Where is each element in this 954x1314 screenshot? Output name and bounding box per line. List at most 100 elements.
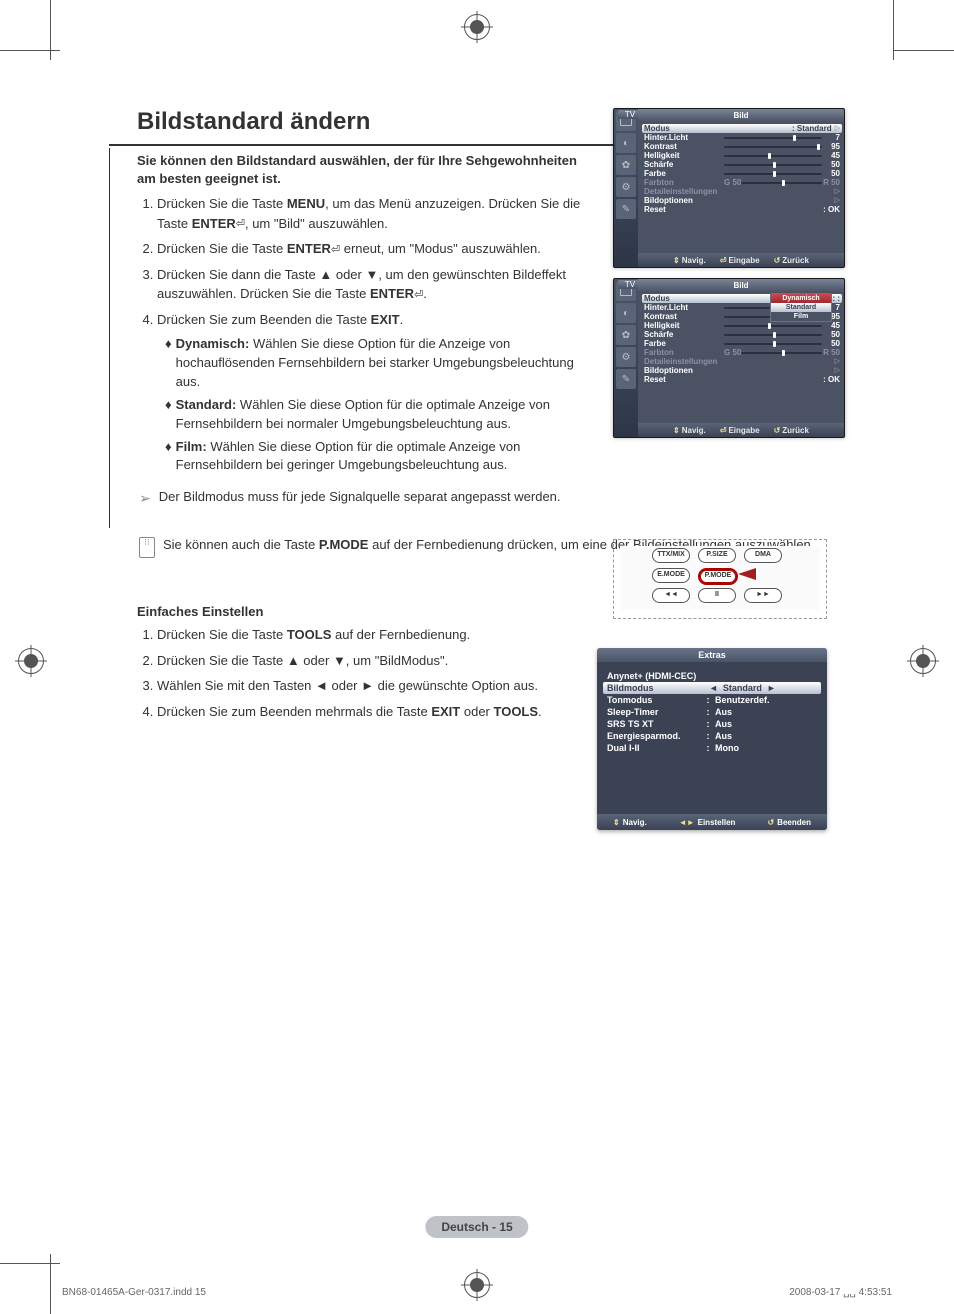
remote-btn-rew: ◄◄ <box>652 588 690 603</box>
osd-tab-icon: ⚙ <box>616 177 636 197</box>
extras-footer-hint: ↺Beenden <box>767 818 811 827</box>
osd-tab-icon: ✿ <box>616 325 636 345</box>
registration-mark <box>18 648 44 674</box>
step-item: Wählen Sie mit den Tasten ◄ oder ► die g… <box>157 676 597 696</box>
osd-setting-row: Detaileinstellungen▷ <box>644 187 840 196</box>
remote-icon: ⁝⁝ <box>139 537 155 558</box>
osd-tab-icon: ✎ <box>616 199 636 219</box>
osd-footer-hint: ⏎Eingabe <box>720 426 760 435</box>
steps-list: Drücken Sie die Taste MENU, um das Menü … <box>137 194 597 329</box>
osd-setting-row: Hinter.Licht7 <box>644 133 840 142</box>
osd-bild-screenshot-2: ◐ ✿ ⚙ ✎ TV Bild Modus: :Hinter.Licht7Kon… <box>613 278 845 436</box>
osd-tab-icons: ◐ ✿ ⚙ ✎ <box>614 109 638 267</box>
step-item: Drücken Sie die Taste TOOLS auf der Fern… <box>157 625 597 645</box>
note-text: Der Bildmodus muss für jede Signalquelle… <box>159 489 561 504</box>
remote-btn-ff: ►► <box>744 588 782 603</box>
manual-page: Bildstandard ändern Sie können den Bilds… <box>0 0 954 1314</box>
pointer-arrow-icon <box>738 568 756 580</box>
extras-row: Sleep-Timer:Aus <box>607 706 817 718</box>
crop-mark <box>0 50 60 51</box>
extras-row: Tonmodus:Benutzerdef. <box>607 694 817 706</box>
extras-row: Bildmodus◄ Standard ► <box>603 682 821 694</box>
osd-footer: ⇕Navig. ⏎Eingabe ↺Zurück <box>638 423 844 437</box>
osd-settings-list: Modus: Standard▷Hinter.Licht7Kontrast95H… <box>638 122 844 253</box>
mode-description-item: ♦Dynamisch: Wählen Sie diese Option für … <box>165 335 585 392</box>
osd-setting-row: Farbe50 <box>644 339 840 348</box>
step-item: Drücken Sie zum Beenden mehrmals die Tas… <box>157 702 597 722</box>
registration-mark <box>464 1272 490 1298</box>
remote-btn-pmode: P.MODE <box>698 568 738 585</box>
osd-tab-icon: ⚙ <box>616 347 636 367</box>
osd-setting-row: Bildoptionen▷ <box>644 366 840 375</box>
extras-title: Extras <box>597 648 827 662</box>
content-area: Bildstandard ändern Sie können den Bilds… <box>109 108 845 727</box>
remote-btn-ttxmix: TTX/MIX <box>652 548 690 563</box>
osd-setting-row: Modus: Standard▷ <box>642 124 842 133</box>
osd-setting-row: Reset: OK <box>644 375 840 384</box>
osd-title: Bild <box>638 279 844 292</box>
section-vertical-rule <box>109 148 110 528</box>
osd-footer-hint: ↺Zurück <box>774 426 809 435</box>
note-arrow-icon: ➢ <box>139 490 151 507</box>
osd-footer-hint: ⏎Eingabe <box>720 256 760 265</box>
steps-list-2: Drücken Sie die Taste TOOLS auf der Fern… <box>137 625 597 721</box>
osd-setting-row: Detaileinstellungen▷ <box>644 357 840 366</box>
osd-footer-hint: ↺Zurück <box>774 256 809 265</box>
registration-mark <box>464 14 490 40</box>
osd-setting-row: Farbe50 <box>644 169 840 178</box>
extras-footer-hint: ⇕Navig. <box>613 818 647 827</box>
registration-mark <box>910 648 936 674</box>
osd-tab-icon: ✎ <box>616 369 636 389</box>
extras-footer-hint: ◄►Einstellen <box>679 818 736 827</box>
osd-setting-row: FarbtonG 50R 50 <box>644 348 840 357</box>
mode-descriptions: ♦Dynamisch: Wählen Sie diese Option für … <box>165 335 585 475</box>
osd-setting-row: Schärfe50 <box>644 160 840 169</box>
step-item: Drücken Sie die Taste ENTER⏎ erneut, um … <box>157 239 597 259</box>
extras-row: Anynet+ (HDMI-CEC) <box>607 670 817 682</box>
osd-mode-dropdown: DynamischStandardFilm <box>770 293 832 322</box>
osd-dropdown-option: Film <box>771 312 831 321</box>
remote-btn-psize: P.SIZE <box>698 548 736 563</box>
osd-setting-row: Kontrast95 <box>644 142 840 151</box>
osd-footer: ⇕Navig. ⏎Eingabe ↺Zurück <box>638 253 844 267</box>
remote-diagram: TTX/MIX P.SIZE DMA E.MODE P.MODE ◄◄ II ►… <box>613 539 827 619</box>
remote-btn-emode: E.MODE <box>652 568 690 583</box>
footer-timestamp: 2008-03-17 ␣␣ 4:53:51 <box>789 1287 892 1298</box>
remote-btn-pause: II <box>698 588 736 603</box>
crop-mark <box>50 0 51 60</box>
osd-setting-row: Reset: OK <box>644 205 840 214</box>
extras-row: SRS TS XT:Aus <box>607 718 817 730</box>
osd-title: Bild <box>638 109 844 122</box>
osd-setting-row: Helligkeit45 <box>644 321 840 330</box>
mode-description-item: ♦Film: Wählen Sie diese Option für die o… <box>165 438 585 476</box>
remote-btn-dma: DMA <box>744 548 782 563</box>
osd-dropdown-option: Dynamisch <box>771 294 831 303</box>
step-item: Drücken Sie dann die Taste ▲ oder ▼, um … <box>157 265 597 304</box>
osd-bild-screenshot-1: ◐ ✿ ⚙ ✎ TV Bild Modus: Standard▷Hinter.L… <box>613 108 845 266</box>
note-signal-source: ➢ Der Bildmodus muss für jede Signalquel… <box>139 489 845 507</box>
osd-extras-screenshot: Extras Anynet+ (HDMI-CEC)Bildmodus◄ Stan… <box>597 648 827 830</box>
osd-setting-row: Schärfe50 <box>644 330 840 339</box>
page-number-badge: Deutsch - 15 <box>425 1216 528 1238</box>
osd-footer-hint: ⇕Navig. <box>673 256 706 265</box>
footer-filename: BN68-01465A-Ger-0317.indd 15 <box>62 1287 206 1298</box>
osd-footer-hint: ⇕Navig. <box>673 426 706 435</box>
osd-dropdown-option: Standard <box>771 303 831 312</box>
step-item: Drücken Sie die Taste MENU, um das Menü … <box>157 194 597 233</box>
step-item: Drücken Sie zum Beenden die Taste EXIT. <box>157 310 597 330</box>
osd-tab-icon: ◐ <box>616 133 636 153</box>
osd-setting-row: Bildoptionen▷ <box>644 196 840 205</box>
step-item: Drücken Sie die Taste ▲ oder ▼, um "Bild… <box>157 651 597 671</box>
crop-mark <box>894 50 954 51</box>
extras-footer: ⇕Navig. ◄►Einstellen ↺Beenden <box>597 814 827 830</box>
osd-tab-icons: ◐ ✿ ⚙ ✎ <box>614 279 638 437</box>
intro-text: Sie können den Bildstandard auswählen, d… <box>137 152 577 188</box>
extras-list: Anynet+ (HDMI-CEC)Bildmodus◄ Standard ►T… <box>597 662 827 814</box>
osd-setting-row: FarbtonG 50R 50 <box>644 178 840 187</box>
crop-mark <box>893 0 894 60</box>
extras-row: Energiesparmod.:Aus <box>607 730 817 742</box>
mode-description-item: ♦Standard: Wählen Sie diese Option für d… <box>165 396 585 434</box>
osd-tab-icon: ◐ <box>616 303 636 323</box>
extras-row: Dual I-II:Mono <box>607 742 817 754</box>
crop-mark <box>0 1263 60 1264</box>
